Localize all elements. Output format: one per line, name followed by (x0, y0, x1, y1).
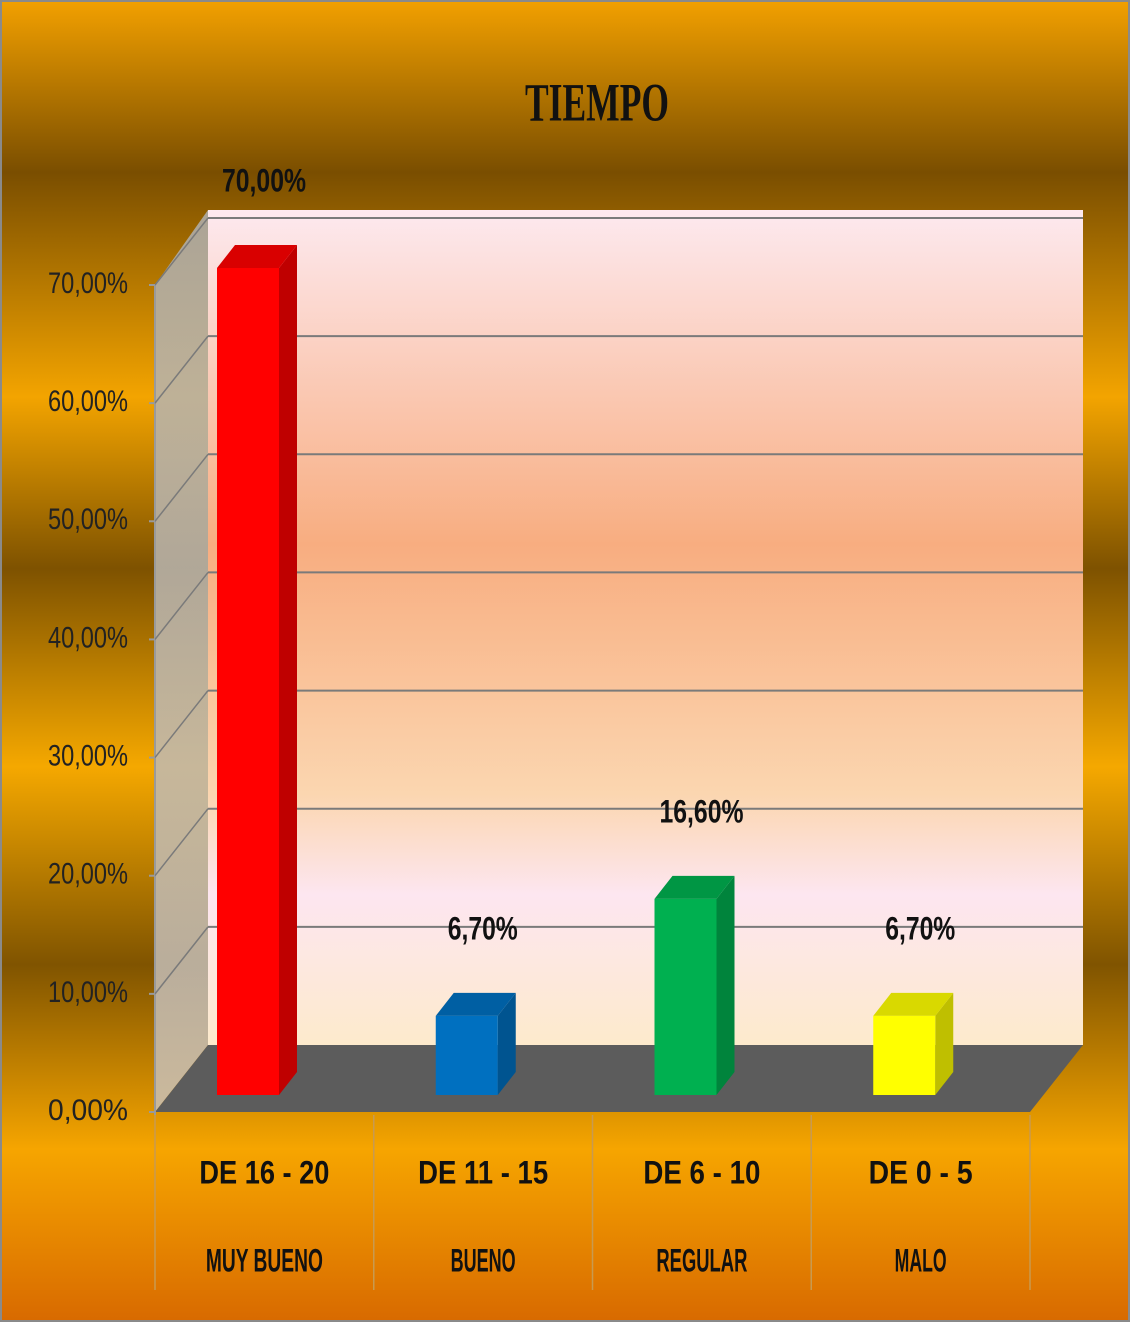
y-tick-label: 60,00% (48, 385, 128, 418)
x-tick-label: REGULAR (656, 1242, 747, 1278)
grid-line (154, 217, 209, 286)
side-wall (155, 210, 208, 1112)
grid-line (154, 571, 209, 640)
bar-side (279, 245, 297, 1095)
bar (654, 898, 717, 1095)
bar-top (435, 992, 516, 1016)
x-tick-label: DE 0 - 5 (869, 1154, 973, 1190)
grid-line (154, 926, 209, 995)
y-tick-label: 70,00% (48, 267, 128, 300)
back-wall (208, 210, 1083, 1045)
y-tick-label: 0,00% (48, 1094, 128, 1127)
bar-top (654, 875, 735, 899)
bar (873, 1015, 936, 1095)
category-separators (154, 1115, 1031, 1290)
value-label: 6,70% (885, 910, 955, 946)
bar-top (873, 992, 954, 1016)
grid-line (154, 808, 209, 877)
x-tick-label: BUENO (451, 1242, 516, 1278)
grid-line (154, 453, 209, 522)
bar-side (716, 875, 735, 1095)
bar-side (497, 992, 516, 1095)
y-tick-label: 40,00% (48, 621, 128, 654)
x-tick-label: DE 11 - 15 (418, 1154, 548, 1190)
x-tick-label: DE 16 - 20 (199, 1154, 329, 1190)
bar (217, 268, 279, 1095)
y-tick-label: 50,00% (48, 503, 128, 536)
value-label: 6,70% (448, 910, 518, 946)
bar-side (935, 992, 954, 1095)
y-tick-label: 30,00% (48, 739, 128, 772)
x-tick-label: DE 6 - 10 (643, 1154, 760, 1190)
x-tick-label: MUY BUENO (206, 1242, 323, 1278)
x-tick-label: MALO (895, 1242, 947, 1278)
floor (155, 1045, 1083, 1112)
grid-line (154, 690, 209, 759)
chart-title: TIEMPO (525, 72, 669, 132)
bar (435, 1015, 498, 1095)
y-tick-label: 10,00% (48, 976, 128, 1009)
value-label: 70,00% (222, 162, 306, 198)
y-tick-label: 20,00% (48, 858, 128, 891)
grid-line (154, 335, 209, 404)
value-label: 16,60% (660, 793, 744, 829)
bar-top (217, 245, 297, 268)
